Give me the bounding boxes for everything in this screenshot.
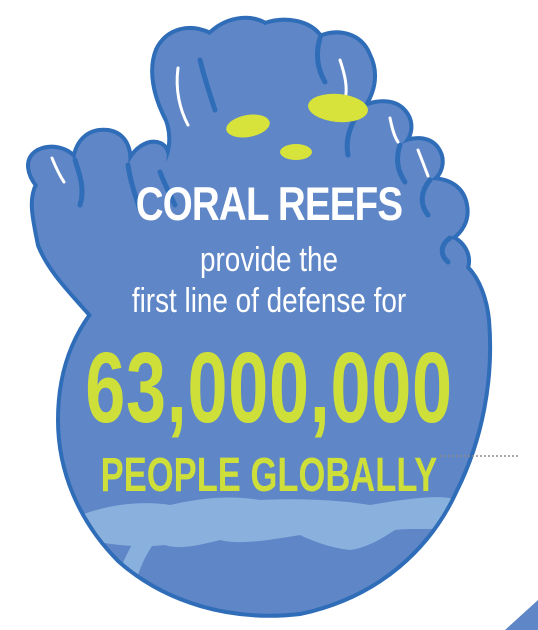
subtitle-line-2: first line of defense for bbox=[131, 282, 407, 320]
fish-icon bbox=[226, 114, 270, 138]
fish-icon bbox=[308, 93, 368, 123]
coral-highlights bbox=[50, 58, 430, 184]
heading-text: CORAL REEFS bbox=[135, 177, 403, 230]
subtitle-line-1: provide the bbox=[200, 241, 338, 279]
people-count: 63,000,000 bbox=[85, 332, 453, 444]
fish-group bbox=[226, 93, 368, 160]
corner-accent bbox=[505, 600, 538, 630]
people-label: PEOPLE GLOBALLY bbox=[100, 449, 438, 502]
fish-icon bbox=[280, 144, 312, 160]
